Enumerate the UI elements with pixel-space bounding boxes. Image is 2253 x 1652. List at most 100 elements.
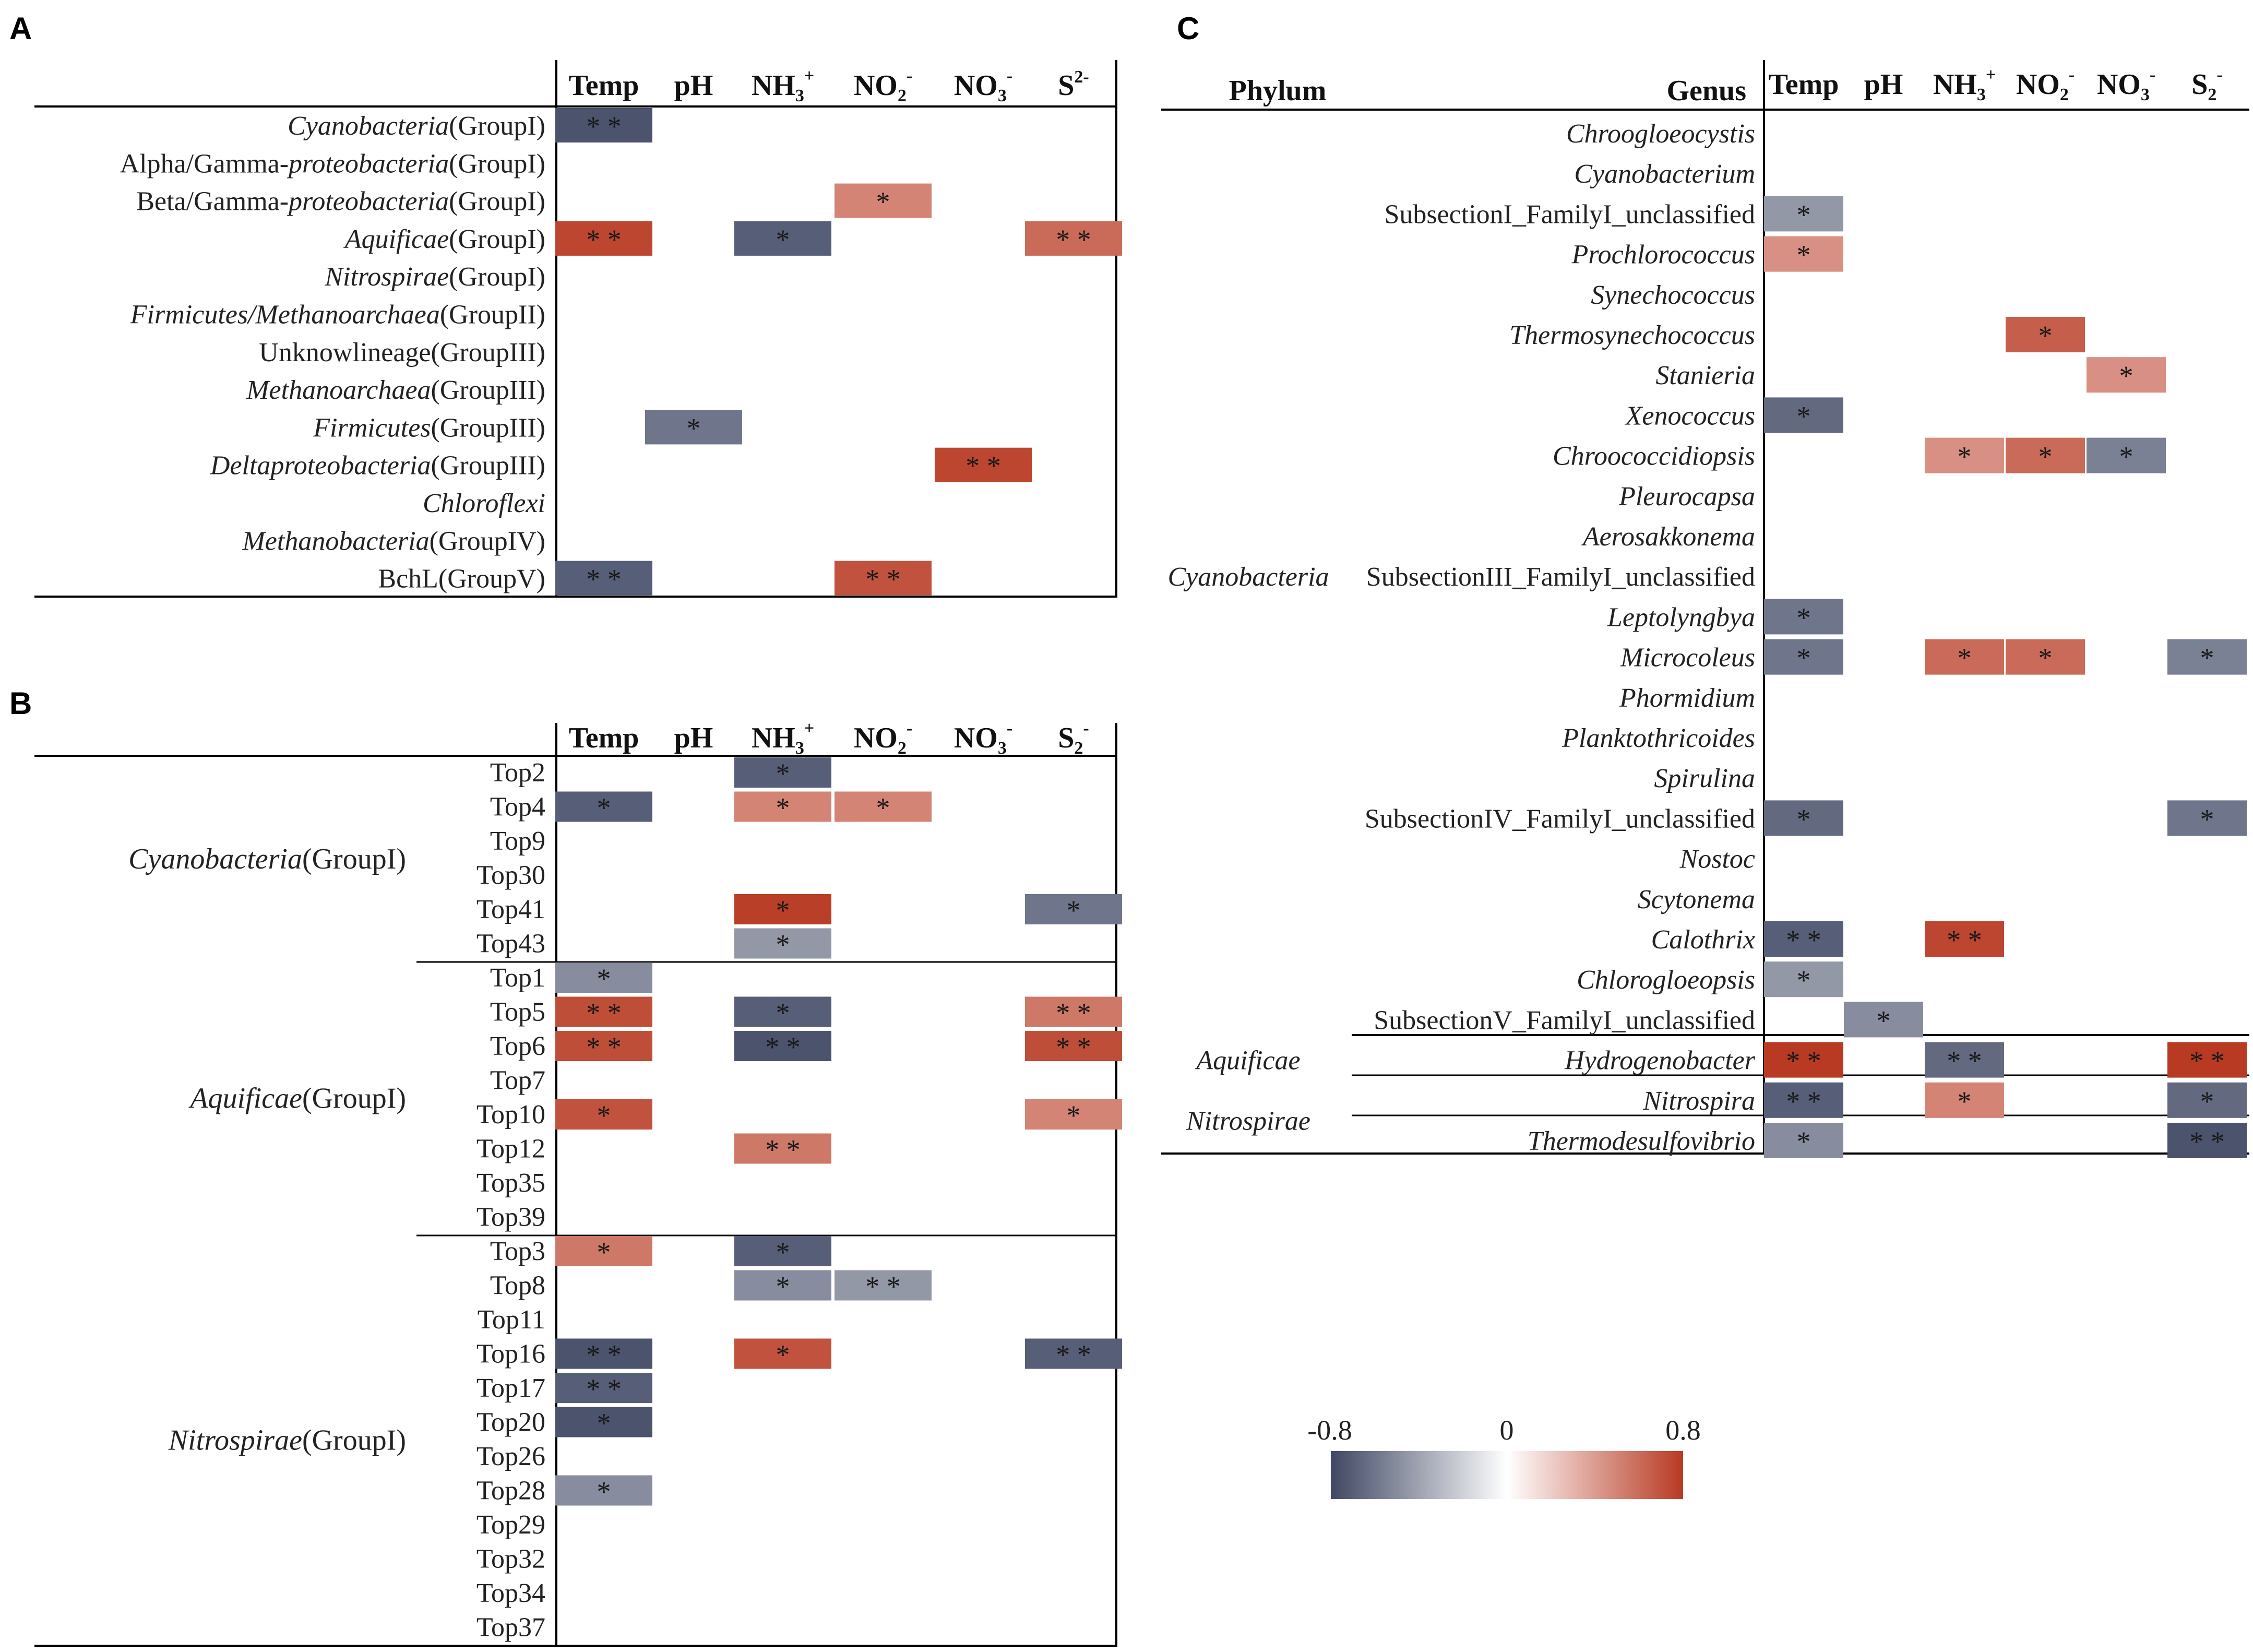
text-span: 3 xyxy=(795,739,804,758)
genus-label: SubsectionV_FamilyI_unclassified xyxy=(1374,1005,1755,1035)
row-label: Top10 xyxy=(476,1100,545,1130)
text-span: SubsectionI_FamilyI_unclassified xyxy=(1384,199,1755,229)
text-span: Nitrospira xyxy=(1642,1086,1755,1116)
text-span: - xyxy=(907,719,912,738)
heat-cell xyxy=(555,1373,652,1403)
row-label: Firmicutes/Methanoarchaea(GroupII) xyxy=(130,300,545,330)
text-span: NH xyxy=(1933,68,1977,101)
row-label: Top35 xyxy=(476,1168,545,1198)
genus-label: Xenococcus xyxy=(1625,401,1755,431)
heat-cell xyxy=(1764,800,1843,836)
column-header-ph: pH xyxy=(674,69,713,102)
column-header-no: NO2- xyxy=(854,719,912,758)
text-span: Phormidium xyxy=(1619,683,1755,713)
heat-cell xyxy=(734,894,831,924)
significance-mark: * * xyxy=(586,1339,622,1371)
heat-cell xyxy=(734,1270,831,1301)
significance-mark: * * xyxy=(965,450,1001,482)
significance-mark: * * xyxy=(1786,1086,1821,1117)
text-span: Cyanobacteria xyxy=(288,111,449,141)
text-span: pH xyxy=(674,69,713,102)
significance-mark: * xyxy=(1067,1100,1081,1131)
row-label: Unknowlineage(GroupIII) xyxy=(259,338,545,367)
heat-cell xyxy=(1025,221,1122,256)
text-span: - xyxy=(2069,65,2075,85)
text-span: (GroupI) xyxy=(449,149,545,179)
text-span: (GroupI) xyxy=(449,187,545,217)
genus-header: Genus xyxy=(1667,75,1747,107)
text-span: Leptolyngbya xyxy=(1607,602,1755,632)
row-label: Top32 xyxy=(476,1544,545,1574)
text-span: Beta/Gamma- xyxy=(136,187,289,217)
text-span: 3 xyxy=(2141,85,2150,104)
phylum-label: Aquificae xyxy=(1195,1046,1300,1076)
significance-mark: * xyxy=(2200,1086,2214,1117)
row-label: Top41 xyxy=(476,895,545,924)
significance-mark: * xyxy=(687,412,701,444)
group-label: Aquificae(GroupI) xyxy=(188,1082,406,1114)
text-span: Cyanobacteria xyxy=(128,843,302,875)
heat-cell xyxy=(734,757,831,788)
heat-cell xyxy=(555,996,652,1027)
text-span: proteobacteria xyxy=(287,149,449,179)
column-header-s: S2- xyxy=(1058,719,1089,758)
heat-cell xyxy=(2167,1042,2247,1078)
text-span: (GroupIII) xyxy=(431,375,545,405)
text-span: Firmicutes xyxy=(313,413,431,443)
text-span: 2 xyxy=(898,86,907,105)
text-span: + xyxy=(804,719,814,738)
heat-cell xyxy=(734,1236,831,1266)
heat-cell xyxy=(734,1338,831,1369)
significance-mark: * xyxy=(1797,803,1811,835)
text-span: - xyxy=(1007,66,1012,86)
text-span: SubsectionIII_FamilyI_unclassified xyxy=(1366,562,1755,592)
text-span: Planktothricoides xyxy=(1561,723,1755,753)
significance-mark: * xyxy=(1797,199,1811,230)
heat-cell xyxy=(555,1031,652,1061)
text-span: NO xyxy=(854,722,898,754)
text-span: Chloroflexi xyxy=(423,489,545,518)
heat-cell xyxy=(835,183,932,218)
text-span: + xyxy=(1986,65,1996,85)
text-span: Alpha/Gamma- xyxy=(120,149,289,179)
column-header-nh: NH3+ xyxy=(752,66,814,105)
heat-cell xyxy=(2087,437,2166,473)
color-scale-bar xyxy=(1331,1451,1683,1499)
text-span: 2- xyxy=(1074,67,1089,87)
heat-cell xyxy=(1925,437,2004,473)
heat-cell xyxy=(734,791,831,822)
significance-mark: * xyxy=(1797,602,1811,633)
significance-mark: * xyxy=(2119,441,2133,472)
heat-cell xyxy=(1025,1099,1122,1130)
legend-mid-label: 0 xyxy=(1500,1415,1514,1446)
heat-cell xyxy=(555,791,652,822)
text-span: (GroupII) xyxy=(440,300,545,330)
row-label: Top34 xyxy=(476,1578,545,1608)
text-span: Aquificae xyxy=(188,1082,302,1114)
group-label: Cyanobacteria(GroupI) xyxy=(128,843,406,875)
genus-label: Calothrix xyxy=(1651,925,1755,955)
significance-mark: * xyxy=(1797,240,1811,271)
column-header-no: NO2- xyxy=(854,66,912,105)
significance-mark: * xyxy=(1958,441,1972,472)
significance-mark: * xyxy=(1797,965,1811,996)
text-span: Microcoleus xyxy=(1620,643,1755,673)
text-span: (GroupI) xyxy=(302,843,406,875)
text-span: (GroupIII) xyxy=(431,451,545,481)
genus-label: Pleurocapsa xyxy=(1618,482,1755,512)
text-span: S xyxy=(1058,722,1074,754)
significance-mark: * xyxy=(1797,400,1811,432)
heat-cell xyxy=(555,1099,652,1130)
row-label: Top28 xyxy=(476,1476,545,1506)
significance-mark: * xyxy=(776,1339,790,1371)
text-span: NO xyxy=(2097,68,2141,101)
panel-label-c: C xyxy=(1177,11,1199,46)
column-header-no: NO2- xyxy=(2016,65,2075,104)
genus-label: Leptolyngbya xyxy=(1607,602,1755,632)
text-span: (GroupIV) xyxy=(430,526,545,556)
heat-cell xyxy=(555,1407,652,1437)
text-span: - xyxy=(1007,719,1012,738)
significance-mark: * xyxy=(2200,803,2214,835)
heat-cell xyxy=(1764,236,1843,272)
text-span: Synechococcus xyxy=(1591,280,1755,310)
